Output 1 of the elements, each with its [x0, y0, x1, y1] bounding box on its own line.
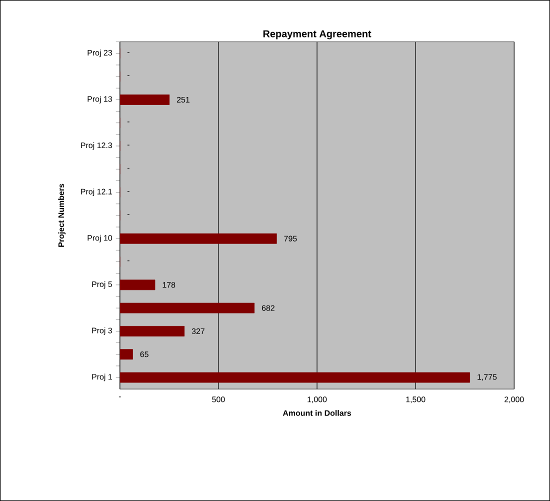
chart-title: Repayment Agreement	[263, 30, 372, 40]
